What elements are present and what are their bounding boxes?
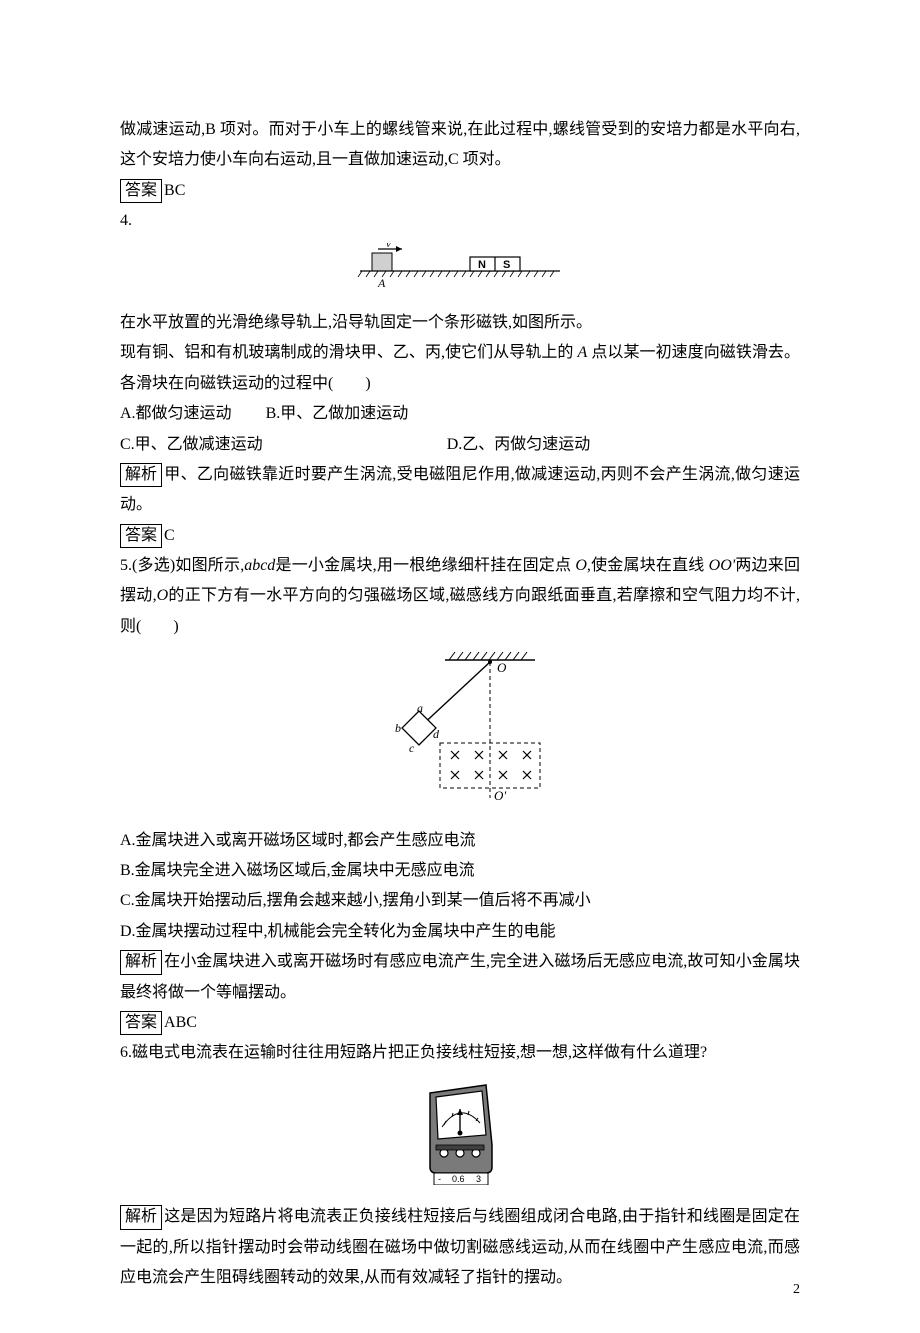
- answer-3: 答案BC: [120, 176, 800, 206]
- q5-num: 5.: [120, 557, 132, 574]
- q5-prefix: (多选)如图所示,: [132, 557, 244, 574]
- q6-fig-left: -: [438, 1174, 441, 1184]
- answer-label-box: 答案: [120, 524, 162, 548]
- q4-optC: C.甲、乙做减速运动: [120, 430, 263, 460]
- q5-mid2: ,使金属块在直线: [587, 557, 709, 574]
- q5-fig-Oprime: O': [494, 788, 506, 803]
- answer-label-box: 答案: [120, 179, 162, 203]
- answer-label-box: 答案: [120, 1011, 162, 1035]
- q4-fig-S: S: [503, 259, 510, 271]
- q5-mid4: 的正下方有一水平方向的匀强磁场区域,磁感线方向跟纸面垂直,若摩擦和空气阻力均不计…: [120, 587, 800, 634]
- jiexi-label-box: 解析: [120, 1205, 162, 1229]
- q5-optA: A.金属块进入或离开磁场区域时,都会产生感应电流: [120, 826, 800, 856]
- q5-answer-value: ABC: [164, 1014, 197, 1031]
- q4-number: 4.: [120, 206, 800, 236]
- q4-optA: A.都做匀速运动: [120, 399, 232, 429]
- q5-fig-b: b: [395, 721, 401, 735]
- q5-fig-a: a: [417, 701, 423, 715]
- q5-optC: C.金属块开始摆动后,摆角会越来越小,摆角小到某一值后将不再减小: [120, 886, 800, 916]
- q6-text: 磁电式电流表在运输时往往用短路片把正负接线柱短接,想一想,这样做有什么道理?: [132, 1044, 707, 1061]
- q5-figure: O O' a b c d: [120, 648, 800, 819]
- page-number: 2: [793, 1277, 800, 1304]
- q5-jiexi: 解析在小金属块进入或离开磁场时有感应电流产生,完全进入磁场后无感应电流,故可知小…: [120, 947, 800, 1008]
- q6-fig-mid: 0.6: [452, 1174, 465, 1184]
- q4-fig-A: A: [377, 276, 386, 290]
- q4-optD: D.乙、丙做匀速运动: [447, 430, 591, 460]
- jiexi-label-box: 解析: [120, 463, 162, 487]
- q5-fig-O: O: [497, 660, 507, 675]
- q6-jiexi-text: 这是因为短路片将电流表正负接线柱短接后与线圈组成闭合电路,由于指针和线圈是固定在…: [120, 1208, 800, 1286]
- q5-mid1: 是一小金属块,用一根绝缘细杆挂在固定点: [275, 557, 575, 574]
- q5-optD: D.金属块摆动过程中,机械能会完全转化为金属块中产生的电能: [120, 917, 800, 947]
- q6-fig-right: 3: [476, 1174, 481, 1184]
- q5-fig-d: d: [433, 727, 440, 741]
- q6-stem: 6.磁电式电流表在运输时往往用短路片把正负接线柱短接,想一想,这样做有什么道理?: [120, 1038, 800, 1068]
- q4-line1: 在水平放置的光滑绝缘导轨上,沿导轨固定一个条形磁铁,如图所示。: [120, 308, 800, 338]
- q5-optB: B.金属块完全进入磁场区域后,金属块中无感应电流: [120, 856, 800, 886]
- q6-jiexi: 解析这是因为短路片将电流表正负接线柱短接后与线圈组成闭合电路,由于指针和线圈是固…: [120, 1202, 800, 1293]
- q5-stem: 5.(多选)如图所示,abcd是一小金属块,用一根绝缘细杆挂在固定点 O,使金属…: [120, 551, 800, 642]
- q5-fig-c: c: [409, 741, 415, 755]
- q4-line2a: 现有铜、铝和有机玻璃制成的滑块甲、乙、丙,使它们从导轨上的: [120, 344, 578, 361]
- q4-answer: 答案C: [120, 521, 800, 551]
- q5-OO: OO': [709, 557, 736, 574]
- q6-num: 6.: [120, 1044, 132, 1061]
- jiexi-label-box: 解析: [120, 950, 162, 974]
- q4-jiexi: 解析甲、乙向磁铁靠近时要产生涡流,受电磁阻尼作用,做减速运动,丙则不会产生涡流,…: [120, 460, 800, 521]
- q4-fig-v: v: [386, 243, 391, 250]
- q4-A-point: A: [578, 344, 588, 361]
- q5-O2: O: [157, 587, 169, 604]
- q4-figure: v N S: [120, 243, 800, 302]
- q4-jiexi-text: 甲、乙向磁铁靠近时要产生涡流,受电磁阻尼作用,做减速运动,丙则不会产生涡流,做匀…: [120, 466, 800, 513]
- q6-figure: - 0.6 3: [120, 1075, 800, 1196]
- q4-line2: 现有铜、铝和有机玻璃制成的滑块甲、乙、丙,使它们从导轨上的 A 点以某一初速度向…: [120, 338, 800, 399]
- q5-jiexi-text: 在小金属块进入或离开磁场时有感应电流产生,完全进入磁场后无感应电流,故可知小金属…: [120, 953, 800, 1000]
- q4-optB: B.甲、乙做加速运动: [266, 399, 409, 429]
- answer-3-value: BC: [164, 182, 185, 199]
- q5-O1: O: [575, 557, 587, 574]
- q5-answer: 答案ABC: [120, 1008, 800, 1038]
- q4-fig-N: N: [478, 259, 486, 271]
- intro-paragraph: 做减速运动,B 项对。而对于小车上的螺线管来说,在此过程中,螺线管受到的安培力都…: [120, 115, 800, 176]
- q4-answer-value: C: [164, 527, 175, 544]
- q5-abcd: abcd: [244, 557, 275, 574]
